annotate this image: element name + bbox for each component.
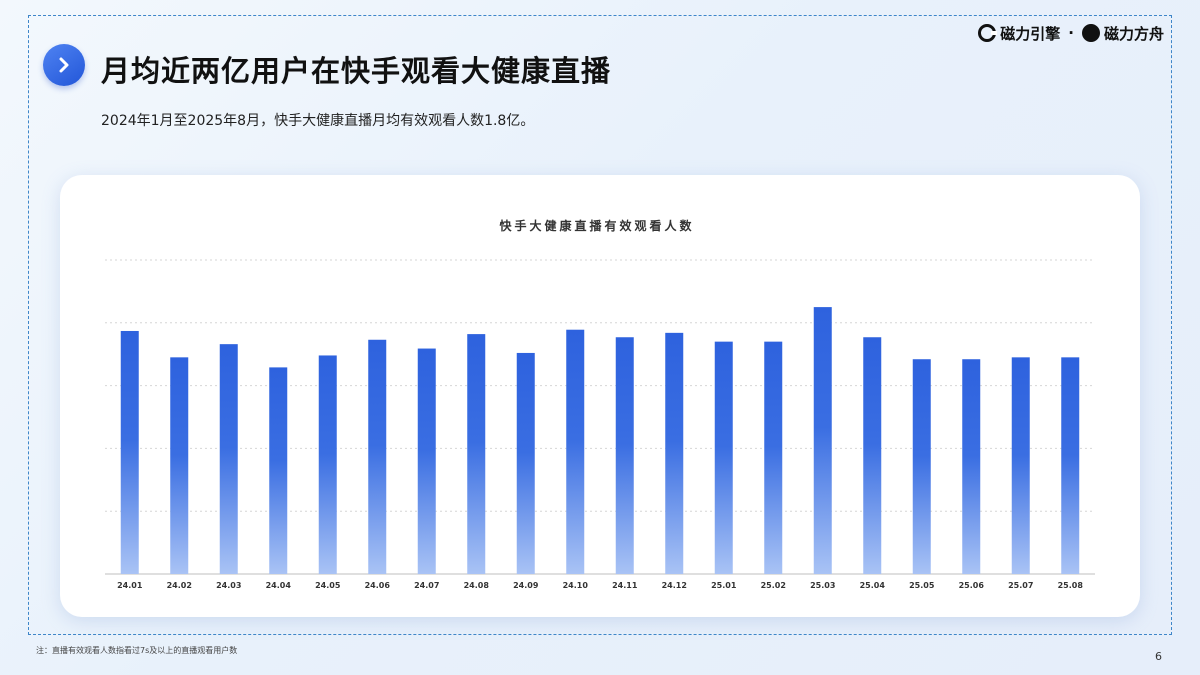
x-tick-label: 24.11 bbox=[612, 581, 638, 590]
bar-24.01 bbox=[120, 330, 139, 574]
x-tick-label: 24.12 bbox=[662, 581, 687, 590]
magnetic-ark-logo-icon bbox=[1081, 24, 1100, 42]
page-subtitle: 2024年1月至2025年8月，快手大健康直播月均有效观看人数1.8亿。 bbox=[101, 113, 535, 129]
bar-25.03 bbox=[813, 307, 832, 574]
bar-24.11 bbox=[615, 337, 634, 574]
x-tick-label: 25.08 bbox=[1058, 581, 1084, 590]
x-tick-label: 25.05 bbox=[909, 581, 935, 590]
x-tick-label: 25.02 bbox=[761, 581, 786, 590]
slide-frame bbox=[28, 15, 1172, 635]
magnetic-engine-logo-icon bbox=[978, 24, 998, 42]
chevron-right-icon bbox=[43, 44, 85, 86]
bar-25.06 bbox=[962, 359, 981, 574]
x-tick-label: 25.03 bbox=[810, 581, 835, 590]
footnote: 注：直播有效观看人数指看过7s及以上的直播观看用户数 bbox=[36, 646, 238, 655]
x-tick-label: 24.05 bbox=[315, 581, 341, 590]
bar-25.07 bbox=[1011, 357, 1030, 574]
x-tick-label: 24.04 bbox=[266, 581, 292, 590]
x-tick-label: 25.06 bbox=[959, 581, 985, 590]
bar-24.12 bbox=[665, 332, 684, 574]
bar-24.03 bbox=[219, 344, 238, 574]
brand-left-name: 磁力引擎 bbox=[1000, 24, 1061, 43]
bar-25.01 bbox=[714, 341, 733, 574]
chart-card: 快手大健康直播有效观看人数 24.01 24.02 24.03 24.04 24.05 2… bbox=[60, 175, 1140, 617]
chart-title: 快手大健康直播有效观看人数 bbox=[499, 218, 694, 233]
x-tick-label: 24.03 bbox=[216, 581, 241, 590]
bar-chart: 快手大健康直播有效观看人数 24.01 24.02 24.03 24.04 24.05 2… bbox=[105, 218, 1095, 590]
bar-25.02 bbox=[764, 341, 783, 574]
x-tick-label: 24.09 bbox=[513, 581, 539, 590]
bar-25.08 bbox=[1061, 357, 1080, 574]
bar-24.08 bbox=[467, 334, 486, 574]
bar-24.07 bbox=[417, 348, 436, 574]
bar-24.09 bbox=[516, 352, 535, 574]
x-tick-label: 24.02 bbox=[167, 581, 192, 590]
bar-24.04 bbox=[269, 367, 288, 574]
bar-24.10 bbox=[566, 329, 585, 574]
x-tick-label: 25.07 bbox=[1008, 581, 1033, 590]
bar-25.04 bbox=[863, 337, 882, 574]
x-tick-label: 24.07 bbox=[414, 581, 439, 590]
bar-25.05 bbox=[912, 359, 931, 574]
brand-logos: 磁力引擎 · 磁力方舟 bbox=[978, 22, 1164, 44]
brand-right-name: 磁力方舟 bbox=[1103, 24, 1164, 43]
bar-24.02 bbox=[170, 357, 189, 574]
bar-24.05 bbox=[318, 355, 337, 574]
brand-separator: · bbox=[1068, 24, 1074, 42]
x-tick-label: 24.08 bbox=[464, 581, 490, 590]
page-number: 6 bbox=[1155, 650, 1162, 663]
page-title: 月均近两亿用户在快手观看大健康直播 bbox=[101, 54, 612, 88]
x-tick-label: 25.01 bbox=[711, 581, 737, 590]
bar-24.06 bbox=[368, 339, 387, 574]
x-tick-label: 24.06 bbox=[365, 581, 391, 590]
x-tick-label: 24.10 bbox=[563, 581, 589, 590]
x-tick-label: 25.04 bbox=[860, 581, 886, 590]
x-tick-label: 24.01 bbox=[117, 581, 143, 590]
